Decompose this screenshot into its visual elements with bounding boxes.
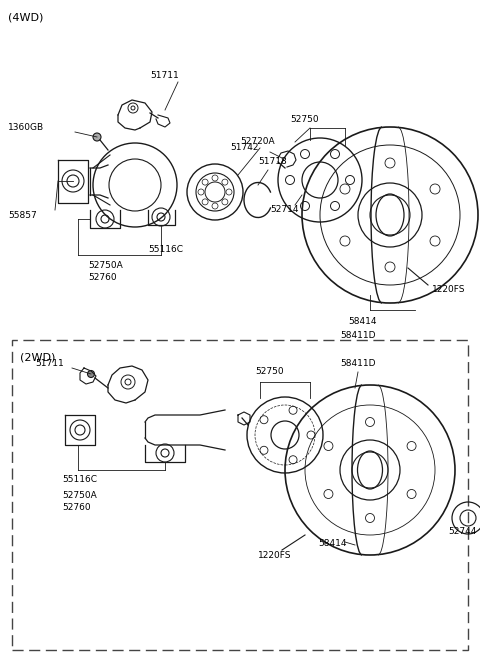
Text: 52750A: 52750A	[62, 491, 97, 500]
Text: 51711: 51711	[150, 71, 179, 81]
Text: 52750A: 52750A	[88, 261, 123, 269]
Text: 51711: 51711	[35, 360, 64, 369]
Text: 58414: 58414	[348, 318, 376, 326]
Text: 52744: 52744	[448, 527, 476, 536]
Text: 52714: 52714	[270, 206, 299, 214]
Text: (2WD): (2WD)	[20, 353, 55, 363]
Text: 58411D: 58411D	[340, 331, 375, 341]
Text: 55857: 55857	[8, 210, 37, 219]
Text: 52750: 52750	[255, 367, 284, 377]
Text: 51718: 51718	[258, 157, 287, 166]
Text: 52720A: 52720A	[240, 138, 275, 147]
Text: (4WD): (4WD)	[8, 13, 43, 23]
Text: 55116C: 55116C	[62, 476, 97, 485]
Text: 1220FS: 1220FS	[432, 286, 466, 295]
Text: 52760: 52760	[88, 274, 117, 282]
Circle shape	[93, 133, 101, 141]
Text: 58414: 58414	[318, 538, 347, 548]
Text: 58411D: 58411D	[340, 360, 375, 369]
Text: 1360GB: 1360GB	[8, 124, 44, 132]
Text: 55116C: 55116C	[148, 246, 183, 255]
Text: 52750: 52750	[290, 115, 319, 124]
Text: 52760: 52760	[62, 504, 91, 512]
Circle shape	[87, 371, 95, 377]
Text: 51742: 51742	[230, 143, 259, 153]
Text: 1220FS: 1220FS	[258, 552, 291, 561]
